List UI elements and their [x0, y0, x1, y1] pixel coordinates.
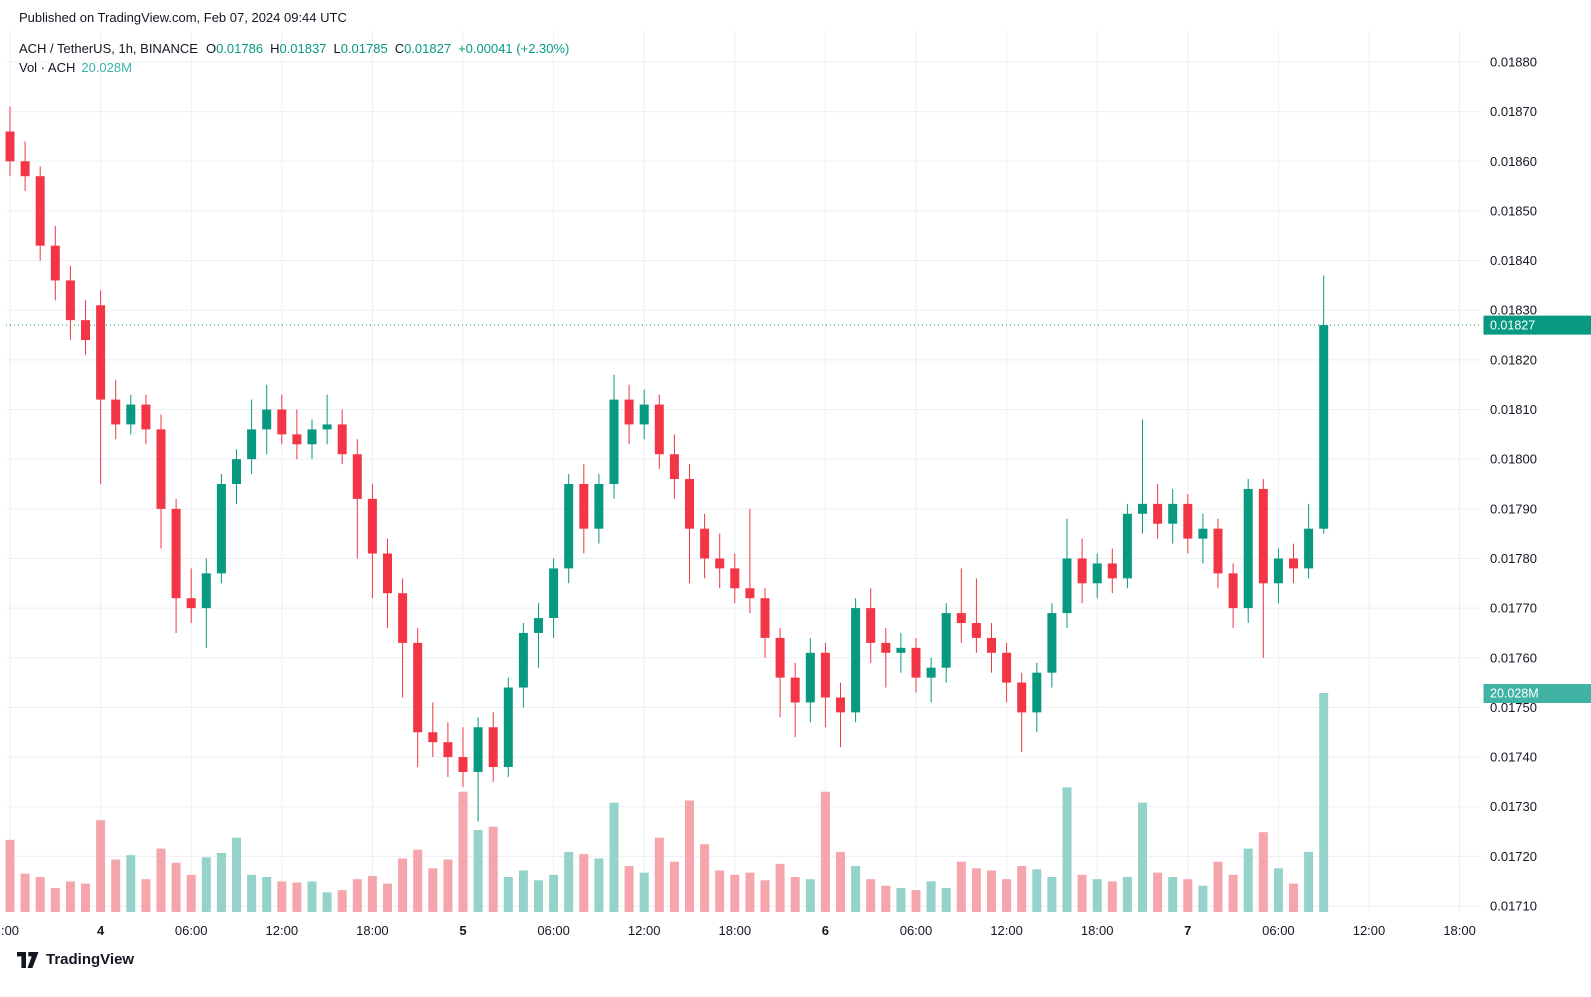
svg-text:20.028M: 20.028M [1490, 687, 1539, 701]
chart-legend: ACH / TetherUS, 1h, BINANCE O0.01786 H0.… [19, 39, 569, 77]
tradingview-wordmark: TradingView [46, 951, 135, 968]
svg-text:0.01780: 0.01780 [1490, 551, 1537, 566]
last-volume-badge [1483, 684, 1591, 703]
svg-text:06:00: 06:00 [900, 923, 933, 938]
svg-text:12:00: 12:00 [990, 923, 1023, 938]
svg-text::00: :00 [1, 923, 19, 938]
symbol-title[interactable]: ACH / TetherUS, 1h, BINANCE [19, 41, 198, 56]
change-value: +0.00041 (+2.30%) [458, 41, 570, 56]
candles-series [5, 106, 1329, 822]
svg-text:0.01827: 0.01827 [1490, 319, 1535, 333]
svg-text:12:00: 12:00 [266, 923, 299, 938]
tradingview-logo-icon [17, 951, 39, 968]
svg-text:0.01850: 0.01850 [1490, 203, 1537, 218]
svg-text:0.01710: 0.01710 [1490, 899, 1537, 914]
last-price-badge [1483, 315, 1591, 335]
svg-text:18:00: 18:00 [1081, 923, 1114, 938]
svg-text:12:00: 12:00 [628, 923, 661, 938]
svg-text:0.01750: 0.01750 [1490, 700, 1537, 715]
svg-text:0.01770: 0.01770 [1490, 601, 1537, 616]
svg-text:18:00: 18:00 [719, 923, 752, 938]
svg-text:0.01720: 0.01720 [1490, 849, 1537, 864]
svg-text:06:00: 06:00 [1262, 923, 1295, 938]
svg-text:0.01730: 0.01730 [1490, 799, 1537, 814]
axis-badges: 0.01827 20.028M [1483, 315, 1591, 703]
axis-labels: 0.01880 0.01870 0.01860 0.01850 0.01840 0.018… [1, 55, 1537, 939]
svg-text:0.01800: 0.01800 [1490, 452, 1537, 467]
svg-text:6: 6 [822, 923, 829, 938]
svg-text:0.01820: 0.01820 [1490, 352, 1537, 367]
svg-text:06:00: 06:00 [537, 923, 570, 938]
volume-value: 20.028M [81, 60, 132, 75]
svg-text:0.01790: 0.01790 [1490, 501, 1537, 516]
svg-text:0.01880: 0.01880 [1490, 55, 1537, 70]
svg-text:18:00: 18:00 [1443, 923, 1476, 938]
volume-label[interactable]: Vol · ACH [19, 60, 76, 75]
svg-text:12:00: 12:00 [1353, 923, 1386, 938]
grid-lines [6, 30, 1481, 912]
svg-text:0.01760: 0.01760 [1490, 650, 1537, 665]
open-value: O0.01786 [205, 41, 264, 56]
svg-text:0.01740: 0.01740 [1490, 750, 1537, 765]
high-value: H0.01837 [270, 41, 327, 56]
svg-text:0.01830: 0.01830 [1490, 303, 1537, 318]
volume-bars [5, 693, 1329, 912]
published-line: Published on TradingView.com, Feb 07, 20… [19, 10, 347, 25]
svg-text:0.01810: 0.01810 [1490, 402, 1537, 417]
svg-text:06:00: 06:00 [175, 923, 208, 938]
svg-text:0.01870: 0.01870 [1490, 104, 1537, 119]
tradingview-logo[interactable]: TradingView [17, 951, 134, 968]
svg-text:0.01860: 0.01860 [1490, 154, 1537, 169]
svg-text:0.01840: 0.01840 [1490, 253, 1537, 268]
legend-volume-row: Vol · ACH 20.028M [19, 58, 569, 77]
svg-text:5: 5 [459, 923, 466, 938]
svg-text:18:00: 18:00 [356, 923, 389, 938]
svg-text:7: 7 [1184, 923, 1191, 938]
close-value: C0.01827 [394, 41, 452, 56]
legend-ohlc-row: ACH / TetherUS, 1h, BINANCE O0.01786 H0.… [19, 39, 569, 58]
low-value: L0.01785 [333, 41, 388, 56]
svg-text:4: 4 [97, 923, 105, 938]
